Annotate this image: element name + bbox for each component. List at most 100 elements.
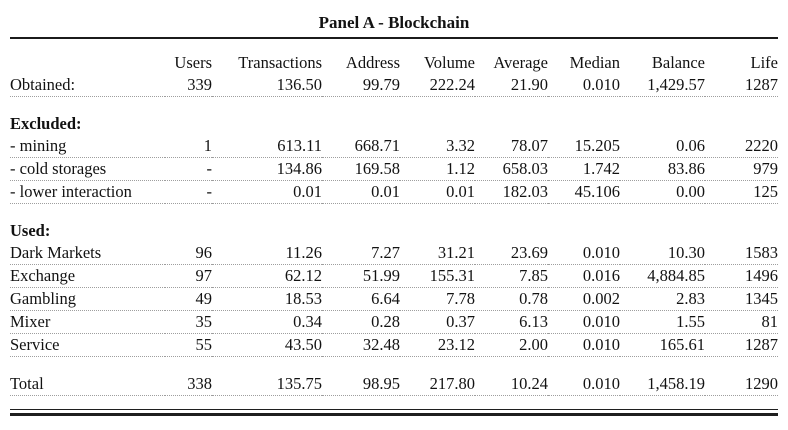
section-row-used: Used: <box>10 220 778 242</box>
table-row-dark-markets: Dark Markets 96 11.26 7.27 31.21 23.69 0.010 10… <box>10 242 778 265</box>
cell-average: 182.03 <box>475 180 548 204</box>
cell-median: 45.106 <box>548 180 620 204</box>
cell-address: 51.99 <box>322 264 400 288</box>
cell-average: 7.85 <box>475 264 548 288</box>
cell-average: 2.00 <box>475 333 548 357</box>
column-header-median: Median <box>569 53 620 72</box>
cell-transactions: 43.50 <box>212 333 322 357</box>
column-header-address: Address <box>345 53 400 72</box>
cell-balance: 1,429.57 <box>620 74 705 97</box>
cell-median: 15.205 <box>548 135 620 158</box>
cell-life: 81 <box>705 310 778 334</box>
row-label: - mining <box>10 135 165 158</box>
cell-users: 338 <box>165 373 212 396</box>
panel-title: Panel A - Blockchain <box>318 13 470 32</box>
cell-address: 0.28 <box>322 310 400 334</box>
cell-life: 1290 <box>705 373 778 396</box>
row-label: Obtained: <box>10 74 165 97</box>
cell-balance: 1.55 <box>620 310 705 334</box>
cell-volume: 31.21 <box>400 242 475 265</box>
cell-average: 658.03 <box>475 157 548 181</box>
table-row-service: Service 55 43.50 32.48 23.12 2.00 0.010 165.61 1… <box>10 333 778 357</box>
cell-users: 96 <box>165 242 212 265</box>
row-label: Gambling <box>10 287 165 311</box>
section-label: Used: <box>10 221 51 240</box>
table-row-mining: - mining 1 613.11 668.71 3.32 78.07 15.205 0.06… <box>10 135 778 158</box>
row-label: Dark Markets <box>10 242 165 265</box>
cell-address: 32.48 <box>322 333 400 357</box>
table-row-obtained: Obtained: 339 136.50 99.79 222.24 21.90 0.010 1… <box>10 74 778 97</box>
blockchain-stats-table: Users Transactions Address Volume Average Med… <box>10 52 778 396</box>
cell-life: 1345 <box>705 287 778 311</box>
cell-volume: 1.12 <box>400 157 475 181</box>
spacer-row <box>10 357 778 374</box>
table-header: Users Transactions Address Volume Average Med… <box>10 52 778 74</box>
cell-volume: 7.78 <box>400 287 475 311</box>
cell-life: 979 <box>705 157 778 181</box>
cell-life: 1287 <box>705 74 778 97</box>
cell-users: 97 <box>165 264 212 288</box>
cell-median: 0.010 <box>548 310 620 334</box>
cell-address: 7.27 <box>322 242 400 265</box>
cell-address: 98.95 <box>322 373 400 396</box>
cell-average: 0.78 <box>475 287 548 311</box>
cell-balance: 1,458.19 <box>620 373 705 396</box>
cell-average: 78.07 <box>475 135 548 158</box>
cell-users: 1 <box>165 135 212 158</box>
cell-users: - <box>165 180 212 204</box>
cell-address: 169.58 <box>322 157 400 181</box>
cell-volume: 0.01 <box>400 180 475 204</box>
cell-volume: 155.31 <box>400 264 475 288</box>
table-row-gambling: Gambling 49 18.53 6.64 7.78 0.78 0.002 2.83 1345 <box>10 287 778 311</box>
row-label: - cold storages <box>10 157 165 181</box>
cell-balance: 0.00 <box>620 180 705 204</box>
cell-median: 0.010 <box>548 333 620 357</box>
cell-volume: 0.37 <box>400 310 475 334</box>
column-header-average: Average <box>493 53 548 72</box>
cell-median: 0.010 <box>548 74 620 97</box>
cell-average: 10.24 <box>475 373 548 396</box>
cell-balance: 165.61 <box>620 333 705 357</box>
cell-volume: 23.12 <box>400 333 475 357</box>
bottom-rule-thin <box>10 409 778 410</box>
column-header-life: Life <box>750 53 778 72</box>
cell-volume: 217.80 <box>400 373 475 396</box>
cell-life: 1496 <box>705 264 778 288</box>
cell-users: 49 <box>165 287 212 311</box>
cell-users: 55 <box>165 333 212 357</box>
cell-life: 125 <box>705 180 778 204</box>
cell-volume: 3.32 <box>400 135 475 158</box>
cell-transactions: 62.12 <box>212 264 322 288</box>
cell-median: 0.010 <box>548 373 620 396</box>
row-label: Service <box>10 333 165 357</box>
section-label: Excluded: <box>10 114 82 133</box>
cell-median: 0.016 <box>548 264 620 288</box>
cell-address: 0.01 <box>322 180 400 204</box>
table-row-cold-storages: - cold storages -134.86 169.58 1.12 658.03 1.… <box>10 157 778 181</box>
cell-users: - <box>165 157 212 181</box>
table-body: Obtained: 339 136.50 99.79 222.24 21.90 0.010 1… <box>10 74 778 396</box>
cell-transactions: 613.11 <box>212 135 322 158</box>
spacer-cell <box>10 204 778 221</box>
table-row-lower-interaction: - lower interaction -0.01 0.01 0.01 182.03 45… <box>10 180 778 204</box>
cell-average: 21.90 <box>475 74 548 97</box>
cell-transactions: 136.50 <box>212 74 322 97</box>
cell-address: 6.64 <box>322 287 400 311</box>
cell-life: 1287 <box>705 333 778 357</box>
column-header-blank <box>10 52 165 74</box>
cell-transactions: 0.34 <box>212 310 322 334</box>
row-label: Exchange <box>10 264 165 288</box>
cell-address: 99.79 <box>322 74 400 97</box>
cell-address: 668.71 <box>322 135 400 158</box>
row-label: Total <box>10 373 165 396</box>
spacer-cell <box>10 357 778 374</box>
cell-average: 6.13 <box>475 310 548 334</box>
cell-volume: 222.24 <box>400 74 475 97</box>
spacer-row <box>10 97 778 114</box>
cell-transactions: 135.75 <box>212 373 322 396</box>
table-row-total: Total 338 135.75 98.95 217.80 10.24 0.010 1,458… <box>10 373 778 396</box>
row-label: - lower interaction <box>10 180 165 204</box>
cell-median: 0.002 <box>548 287 620 311</box>
cell-median: 1.742 <box>548 157 620 181</box>
